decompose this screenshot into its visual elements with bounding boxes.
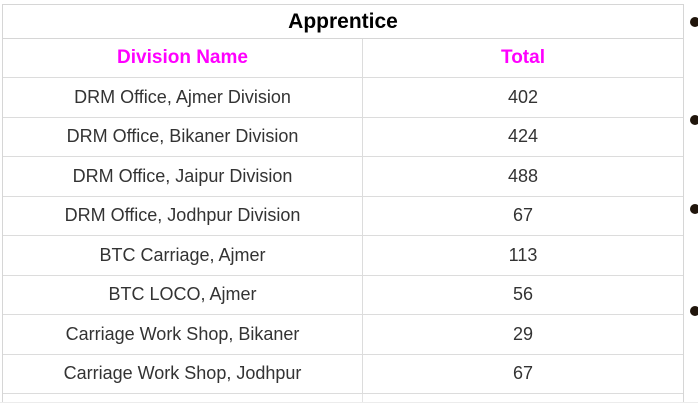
division-name-cell: DRM Office, Ajmer Division [3,78,363,117]
bullet-icon [690,306,698,316]
division-name-cell: BTC LOCO, Ajmer [3,275,363,314]
table-row[interactable]: DRM Office, Jaipur Division 488 [3,157,683,197]
total-cell: 402 [507,86,539,107]
bullet-icon [690,204,698,214]
division-name-cell: DRM Office, Bikaner Division [3,117,363,156]
table-row[interactable]: Carriage Work Shop, Bikaner 29 [3,315,683,355]
table-row[interactable]: DRM Office, Bikaner Division 424 [3,117,683,157]
table-row[interactable]: Carriage Work Shop, Jodhpur 67 [3,354,683,394]
column-header-total[interactable]: Total [501,47,545,68]
division-name-cell: DRM Office, Jaipur Division [3,157,363,196]
table-row[interactable]: DRM Office, Ajmer Division 402 [3,78,683,118]
column-header-division-name[interactable]: Division Name [3,39,363,77]
table-row-partial [3,394,683,403]
table-title: Apprentice [3,5,683,39]
bullet-icon [690,115,698,125]
total-cell: 56 [512,284,534,305]
total-cell: 67 [512,363,534,384]
division-name-cell: Carriage Work Shop, Jodhpur [3,354,363,393]
table-title-text: Apprentice [288,9,398,33]
table-row[interactable]: BTC Carriage, Ajmer 113 [3,236,683,276]
total-cell: 424 [507,126,539,147]
bullet-icon [690,17,698,27]
total-cell: 113 [508,244,538,265]
table-row[interactable]: BTC LOCO, Ajmer 56 [3,275,683,315]
division-name-cell: Carriage Work Shop, Bikaner [3,315,363,354]
total-cell: 67 [512,205,534,226]
division-name-cell: DRM Office, Jodhpur Division [3,196,363,235]
table-row[interactable]: DRM Office, Jodhpur Division 67 [3,196,683,236]
apprentice-table: Apprentice Division Name Total DRM Offic… [2,4,684,403]
total-cell: 488 [507,165,539,186]
division-name-cell: BTC Carriage, Ajmer [3,236,363,275]
table-header-row: Division Name Total [3,39,683,78]
total-cell: 29 [512,323,534,344]
